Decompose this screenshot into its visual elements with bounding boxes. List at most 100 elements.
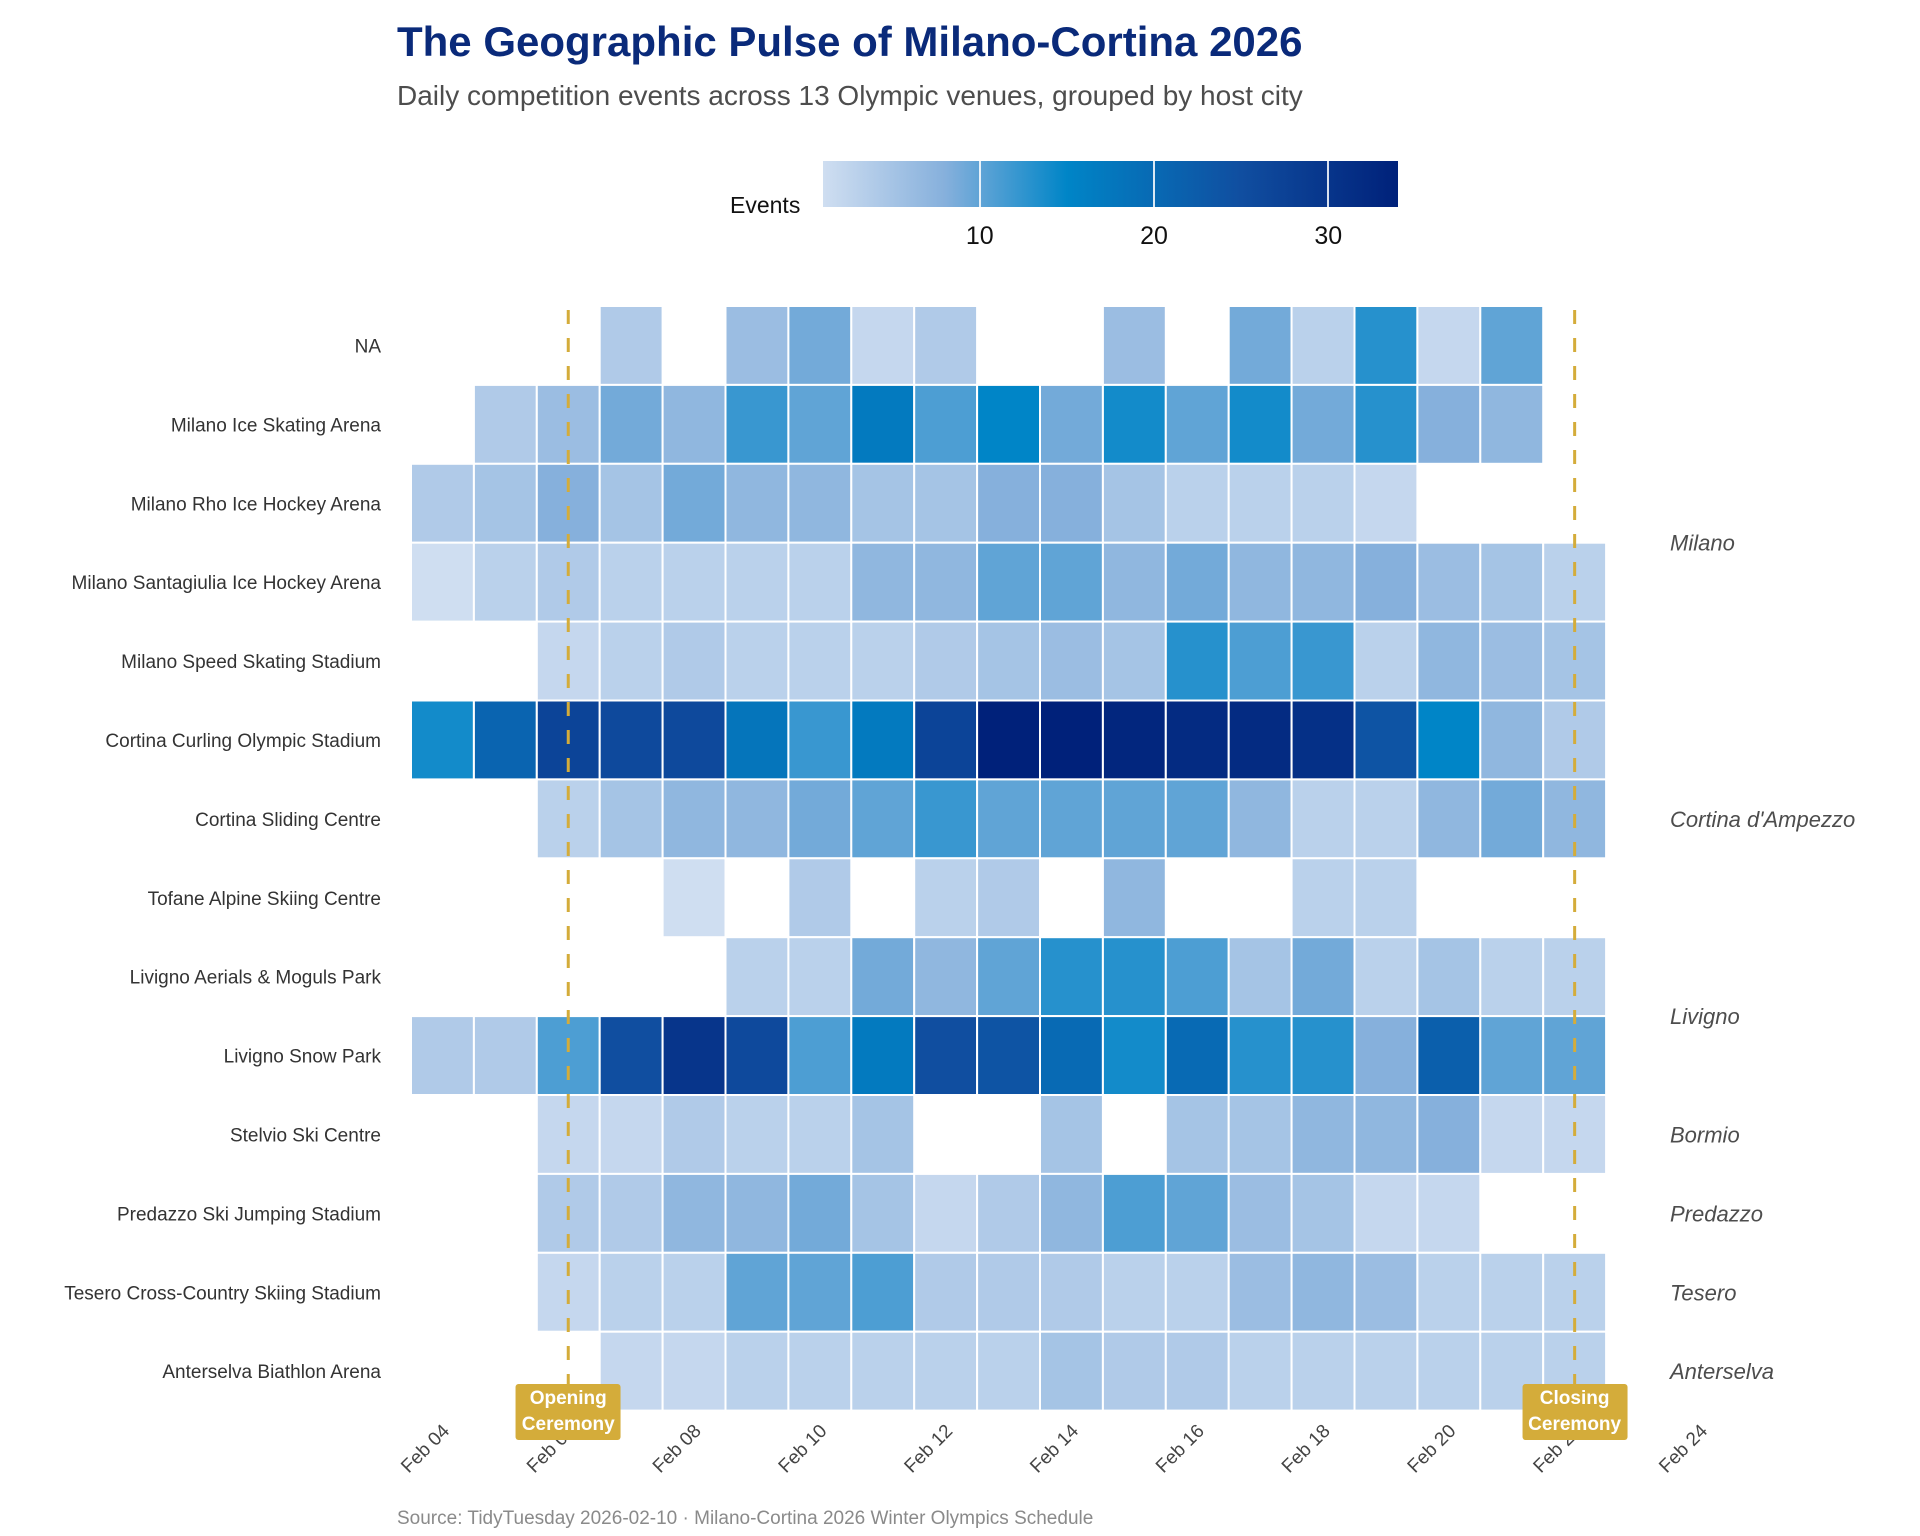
heatmap-cell	[1101, 1330, 1167, 1412]
y-axis-label: Cortina Sliding Centre	[195, 810, 381, 831]
heatmap-cell	[1290, 1330, 1356, 1412]
heatmap-cell	[787, 699, 853, 781]
heatmap-cell	[850, 699, 916, 781]
heatmap-cell	[1416, 1330, 1482, 1412]
heatmap-cell	[1479, 305, 1545, 386]
heatmap-cell	[913, 936, 979, 1018]
heatmap-cell	[1479, 1015, 1545, 1096]
city-group-label: Anterselva	[1668, 1359, 1774, 1384]
heatmap-cell	[1542, 936, 1608, 1018]
heatmap-cell	[1479, 699, 1545, 781]
x-axis-tick-label: Feb 04	[397, 1420, 454, 1477]
y-axis-label: Milano Rho Ice Hockey Arena	[131, 494, 382, 515]
heatmap-cell	[1227, 620, 1293, 702]
y-axis-label: Tesero Cross-Country Skiing Stadium	[64, 1283, 381, 1304]
y-axis-label: Milano Speed Skating Stadium	[121, 652, 381, 673]
heatmap-cell	[598, 1015, 664, 1096]
heatmap-cell	[1290, 857, 1356, 939]
heatmap-cell	[976, 620, 1041, 702]
heatmap-cell	[1039, 1330, 1104, 1412]
heatmap-cell	[1479, 383, 1545, 465]
heatmap-cell	[724, 1330, 790, 1412]
x-axis-tick-label: Feb 24	[1655, 1420, 1712, 1477]
heatmap-cell	[598, 305, 664, 386]
heatmap-cell	[1164, 620, 1230, 702]
heatmap-cell	[976, 462, 1041, 544]
heatmap-cell	[787, 778, 853, 860]
legend-tick-label: 30	[1314, 222, 1343, 250]
y-axis-label: Cortina Curling Olympic Stadium	[105, 731, 381, 752]
heatmap-cell	[850, 1094, 916, 1175]
heatmap-cell	[1227, 305, 1293, 386]
heatmap-cell	[1227, 936, 1293, 1018]
heatmap-cell	[1290, 1251, 1356, 1333]
heatmap-cell	[472, 462, 538, 544]
heatmap-cell	[1101, 1172, 1167, 1254]
heatmap-cell	[724, 541, 790, 623]
heatmap-cell	[598, 1094, 664, 1175]
heatmap-cell	[661, 1330, 727, 1412]
y-axis-label: NA	[355, 336, 382, 357]
heatmap-cell	[850, 383, 916, 465]
heatmap-cell	[1353, 1251, 1419, 1333]
legend-tick-mark	[1327, 161, 1330, 207]
heatmap-cell	[1416, 305, 1482, 386]
heatmap-cell	[1542, 541, 1608, 623]
heatmap-cell	[661, 620, 727, 702]
heatmap-cell	[410, 1015, 475, 1096]
heatmap-cell	[913, 462, 979, 544]
heatmap-cell	[1290, 462, 1356, 544]
heatmap-cell	[1039, 1172, 1104, 1254]
y-axis-label: Stelvio Ski Centre	[230, 1125, 381, 1146]
city-group-label: Cortina d'Ampezzo	[1670, 807, 1855, 832]
heatmap-cell	[1479, 936, 1545, 1018]
heatmap-cell	[976, 1330, 1041, 1412]
heatmap-cell	[724, 936, 790, 1018]
heatmap-cell	[535, 1015, 601, 1096]
heatmap-cell	[410, 462, 475, 544]
heatmap-cell	[1039, 620, 1104, 702]
heatmap-cell	[724, 778, 790, 860]
heatmap-cell	[1101, 1251, 1167, 1333]
heatmap-cell	[1416, 1015, 1482, 1096]
heatmap-cell	[1353, 541, 1419, 623]
heatmap-cell	[724, 1015, 790, 1096]
heatmap-cell	[976, 857, 1041, 939]
heatmap-cell	[913, 620, 979, 702]
heatmap-cell	[724, 1251, 790, 1333]
heatmap-cell	[1416, 1172, 1482, 1254]
heatmap-cell	[1353, 1172, 1419, 1254]
heatmap-cell	[1101, 541, 1167, 623]
heatmap-cell	[472, 1015, 538, 1096]
heatmap-cell	[1479, 1094, 1545, 1175]
heatmap-cell	[661, 699, 727, 781]
heatmap-cell	[598, 1251, 664, 1333]
heatmap-cell	[787, 1330, 853, 1412]
heatmap-cell	[1353, 1094, 1419, 1175]
heatmap-cell	[598, 462, 664, 544]
heatmap-cell	[1353, 462, 1419, 544]
heatmap-cell	[1227, 383, 1293, 465]
heatmap-cell	[1353, 383, 1419, 465]
heatmap-cell	[913, 778, 979, 860]
heatmap-cell	[724, 305, 790, 386]
heatmap-cell	[787, 305, 853, 386]
heatmap-cell	[787, 1172, 853, 1254]
legend-title: Events	[730, 192, 801, 218]
y-axis-label: Tofane Alpine Skiing Centre	[148, 889, 381, 910]
heatmap-cell	[1353, 778, 1419, 860]
heatmap-cell	[1101, 462, 1167, 544]
heatmap-cell	[1542, 1015, 1608, 1096]
y-axis-label: Anterselva Biathlon Arena	[162, 1362, 381, 1383]
heatmap-cell	[535, 462, 601, 544]
heatmap-cell	[472, 541, 538, 623]
heatmap-cell	[787, 1015, 853, 1096]
heatmap-cell	[598, 778, 664, 860]
heatmap-cell	[1039, 383, 1104, 465]
heatmap-cell	[787, 1094, 853, 1175]
heatmap-cell	[1039, 1015, 1104, 1096]
heatmap-cell	[976, 1015, 1041, 1096]
heatmap-cell	[913, 383, 979, 465]
heatmap-cell	[1101, 936, 1167, 1018]
heatmap-cell	[1290, 305, 1356, 386]
